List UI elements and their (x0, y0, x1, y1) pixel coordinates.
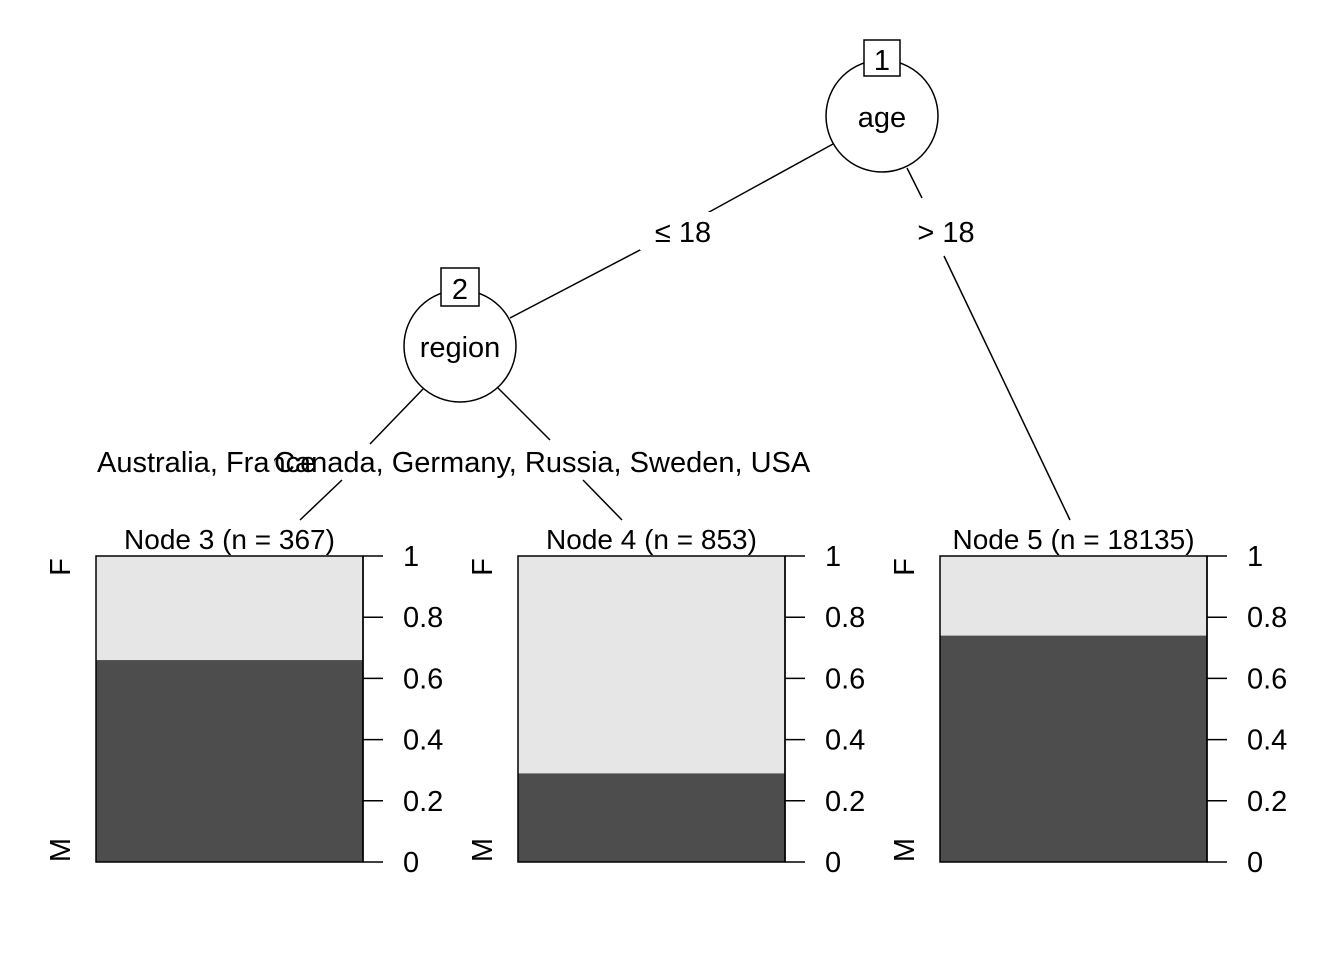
edge-2-4-line-lower (582, 479, 623, 521)
node-2-id: 2 (452, 274, 468, 306)
leaf-title-node-3: Node 3 (n = 367) (124, 524, 335, 555)
edge-label-canada-usa: Canada, Germany, Russia, Sweden, USA (274, 447, 811, 479)
leaf-node-3: Node 3 (n = 367) 0 0.2 0.4 0.6 0.8 1 F M (45, 524, 443, 879)
y-tick-label-node-5-3: 0.6 (1247, 663, 1287, 695)
node-1-id: 1 (874, 45, 890, 77)
y-tick-label-node-5-1: 0.2 (1247, 786, 1287, 818)
class-label-M-node-5: M (889, 838, 921, 862)
edge-label-australia-france: Australia, France (97, 447, 316, 479)
y-tick-label-node-3-1: 0.2 (403, 786, 443, 818)
y-tick-label-node-3-5: 1 (403, 541, 419, 573)
bar-F-node-3 (96, 556, 363, 661)
y-tick-label-node-4-0: 0 (825, 847, 841, 879)
edge-label-overlap-mask (270, 445, 274, 479)
y-tick-label-node-5-4: 0.8 (1247, 602, 1287, 634)
y-tick-label-node-4-2: 0.4 (825, 725, 865, 757)
edge-2-3-line-lower (299, 479, 343, 521)
leaf-title-node-5: Node 5 (n = 18135) (952, 524, 1194, 555)
y-tick-label-node-5-5: 1 (1247, 541, 1263, 573)
node-2-id-box (440, 267, 480, 307)
class-label-M-node-4: M (467, 838, 499, 862)
y-tick-label-node-3-0: 0 (403, 847, 419, 879)
bar-F-node-4 (518, 556, 785, 774)
bar-M-node-3 (96, 660, 363, 862)
edge-label-le-18: ≤ 18 (655, 217, 711, 249)
y-tick-label-node-5-0: 0 (1247, 847, 1263, 879)
edge-label-bg-le18 (640, 212, 720, 250)
edge-label-gt-18: > 18 (917, 217, 974, 249)
y-tick-label-node-4-3: 0.6 (825, 663, 865, 695)
edge-1-5-line-upper (906, 167, 923, 199)
y-tick-label-node-4-1: 0.2 (825, 786, 865, 818)
inner-node-1: 1 age (825, 39, 939, 173)
edge-2-3-line-upper (369, 387, 425, 445)
class-label-F-node-3: F (45, 558, 77, 576)
y-tick-label-node-4-4: 0.8 (825, 602, 865, 634)
leaf-node-4: Node 4 (n = 853) 0 0.2 0.4 0.6 0.8 1 F M (467, 524, 865, 879)
leaf-title-node-4: Node 4 (n = 853) (546, 524, 757, 555)
inner-node-2: 2 region (403, 267, 517, 403)
bar-M-node-4 (518, 773, 785, 862)
edge-label-bg-gt18 (910, 212, 990, 250)
leaf-node-5: Node 5 (n = 18135) 0 0.2 0.4 0.6 0.8 1 F M (889, 524, 1287, 879)
node-2-variable: region (420, 332, 501, 364)
edge-2-4-line-upper (497, 387, 551, 441)
y-tick-label-node-3-3: 0.6 (403, 663, 443, 695)
edge-labels: ≤ 18 > 18 Australia, France Canada, Germ… (97, 212, 990, 479)
node-1-id-box (863, 39, 901, 77)
y-tick-label-node-5-2: 0.4 (1247, 725, 1287, 757)
y-tick-label-node-4-5: 1 (825, 541, 841, 573)
y-tick-label-node-3-4: 0.8 (403, 602, 443, 634)
bar-M-node-5 (940, 635, 1207, 862)
node-1-variable: age (858, 102, 906, 134)
class-label-M-node-3: M (45, 838, 77, 862)
y-tick-label-node-3-2: 0.4 (403, 725, 443, 757)
bar-F-node-5 (940, 556, 1207, 636)
class-label-F-node-5: F (889, 558, 921, 576)
class-label-F-node-4: F (467, 558, 499, 576)
edge-1-5-line-lower (943, 255, 1071, 521)
edge-1-2-line-lower (509, 249, 641, 319)
